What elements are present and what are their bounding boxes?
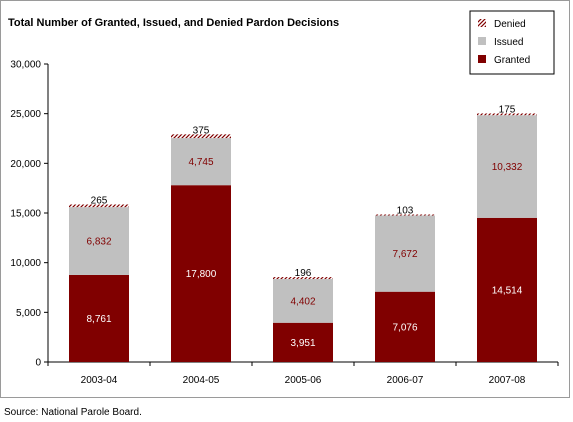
data-label-granted: 8,761 — [86, 314, 111, 325]
data-label-denied: 103 — [397, 205, 414, 216]
bar-granted — [375, 291, 435, 362]
source-note: Source: National Parole Board. — [4, 407, 142, 418]
bar-granted — [273, 322, 333, 362]
y-tick-label: 25,000 — [10, 109, 41, 120]
legend-label-issued: Issued — [494, 37, 523, 48]
data-label-issued: 4,745 — [188, 157, 213, 168]
data-label-issued: 7,672 — [392, 249, 417, 260]
bar-issued — [477, 115, 537, 218]
bars — [69, 113, 537, 362]
legend-swatch-denied — [478, 19, 486, 27]
legend-label-granted: Granted — [494, 55, 530, 66]
x-tick-label: 2003-04 — [81, 375, 118, 386]
legend: Denied Issued Granted — [469, 10, 555, 75]
bar-issued — [171, 138, 231, 186]
y-tick-label: 15,000 — [10, 209, 41, 220]
x-axis: 2003-04 2004-05 2005-06 2006-07 2007-08 — [47, 361, 559, 386]
chart-title: Total Number of Granted, Issued, and Den… — [8, 17, 339, 29]
legend-label-denied: Denied — [494, 19, 526, 30]
data-label-issued: 6,832 — [86, 237, 111, 248]
bar-denied — [477, 113, 537, 116]
bar-issued — [375, 215, 435, 292]
x-tick-label: 2005-06 — [285, 375, 322, 386]
data-label-denied: 375 — [193, 125, 210, 136]
x-tick-label: 2007-08 — [489, 375, 526, 386]
y-tick-label: 5,000 — [16, 308, 41, 319]
bar-issued — [273, 279, 333, 323]
legend-swatch-granted — [478, 55, 486, 63]
y-axis: 0 5,000 10,000 15,000 20,000 25,000 30,000 — [10, 60, 49, 369]
y-tick-label: 30,000 — [10, 60, 41, 71]
value-labels: 8,761 6,832 265 17,800 4,745 375 3,951 4,402 196… — [86, 104, 522, 348]
x-tick-label: 2006-07 — [387, 375, 424, 386]
data-label-issued: 4,402 — [290, 296, 315, 307]
data-label-denied: 196 — [295, 268, 312, 279]
x-tick-label: 2004-05 — [183, 375, 220, 386]
y-tick-label: 10,000 — [10, 258, 41, 269]
bar-granted — [477, 217, 537, 362]
bar-granted — [69, 274, 129, 362]
data-label-granted: 3,951 — [290, 338, 315, 349]
bar-denied — [375, 214, 435, 216]
legend-swatch-issued — [478, 37, 486, 45]
bar-denied — [69, 204, 129, 208]
bar-denied — [273, 277, 333, 280]
bar-issued — [69, 207, 129, 275]
data-label-granted: 7,076 — [392, 322, 417, 333]
bar-denied — [171, 134, 231, 139]
y-tick-label: 0 — [35, 358, 41, 369]
y-tick-label: 20,000 — [10, 159, 41, 170]
data-label-issued: 10,332 — [492, 162, 523, 173]
data-label-granted: 17,800 — [186, 269, 217, 280]
data-label-denied: 265 — [91, 195, 108, 206]
data-label-denied: 175 — [499, 104, 516, 115]
data-label-granted: 14,514 — [492, 285, 523, 296]
bar-granted — [171, 185, 231, 362]
chart-frame — [0, 0, 570, 398]
